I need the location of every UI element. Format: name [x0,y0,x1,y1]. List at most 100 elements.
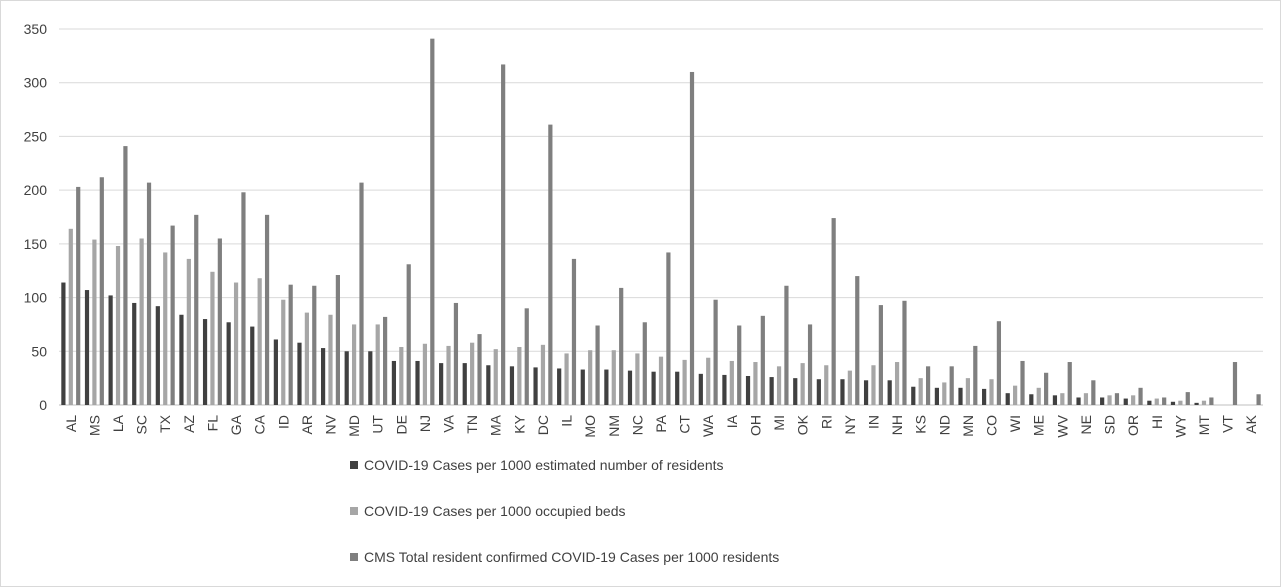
y-tick-label: 200 [24,182,48,198]
bar [807,324,813,405]
bar [840,379,845,405]
bar [383,316,388,405]
x-tick-label: MT [1196,415,1212,436]
bar [115,246,121,405]
bar [942,382,947,405]
bar [1232,362,1238,405]
bar [210,271,215,405]
x-tick-label: ID [275,415,291,429]
bar [1091,380,1096,405]
bar [1185,392,1190,405]
y-tick-label: 300 [24,75,48,91]
bar [304,312,309,405]
bar [92,239,97,405]
bar [1178,400,1183,405]
bar [273,339,278,405]
bar [163,252,168,405]
bar [1194,402,1199,405]
bar [847,370,852,405]
bar [493,349,498,405]
bar [666,252,671,405]
bar [989,379,994,405]
bar [1020,360,1025,405]
bar [871,365,876,405]
bar [257,278,262,405]
bar [918,378,923,405]
legend-label: COVID-19 Cases per 1000 estimated number… [364,457,724,473]
x-tick-label: AK [1243,414,1259,433]
bar [1138,387,1143,405]
x-tick-label: VA [441,414,457,432]
bar [486,365,491,405]
x-tick-label: MD [346,415,362,437]
x-tick-label: MA [488,414,504,436]
bar [619,287,624,405]
bar [453,302,459,405]
bar [1114,393,1120,405]
bar [1044,372,1049,405]
x-tick-label: KY [511,414,527,433]
bar [996,321,1002,405]
y-tick-label: 250 [24,128,48,144]
bar [831,218,836,405]
x-tick-label: WA [700,414,716,437]
x-tick-label: IN [865,415,881,429]
bar [68,228,73,405]
bar [855,276,860,405]
bar [548,124,553,406]
bar [194,214,199,405]
bar [949,366,954,405]
legend-swatch [350,553,358,561]
x-tick-label: OR [1125,415,1141,436]
bar [399,346,404,405]
bar [982,388,987,405]
bar [540,344,546,405]
x-tick-label: MN [960,415,976,437]
x-tick-label: NY [842,414,858,434]
bar [580,369,585,405]
bar [146,182,152,405]
x-tick-label: FL [204,415,220,432]
bar [894,362,900,405]
x-tick-label: OH [747,415,763,436]
bar [925,366,931,405]
bar [1107,395,1112,405]
legend-label: CMS Total resident confirmed COVID-19 Ca… [364,549,779,565]
bar [776,366,782,405]
x-tick-label: DE [393,415,409,434]
bar [170,225,175,405]
x-tick-label: OK [795,414,811,435]
x-tick-label: PA [653,414,669,432]
y-tick-label: 0 [39,397,47,413]
bar [1076,397,1081,405]
bar [604,369,609,405]
bar [217,238,222,405]
bar [344,351,349,405]
bar [722,374,727,405]
bar [368,351,373,405]
x-tick-label: UT [370,415,386,434]
bar [682,359,687,405]
bar [824,365,829,405]
x-tick-label: KS [913,415,929,434]
bar [1147,400,1152,405]
x-tick-label: SC [134,415,150,434]
x-tick-label: TX [157,414,173,433]
x-tick-label: CA [252,414,268,434]
bar [588,350,593,405]
x-tick-label: MO [582,415,598,438]
bar [689,71,695,405]
bar [737,325,742,405]
bar [635,353,640,405]
bar [816,379,821,405]
bar [729,360,734,405]
bar [760,315,765,405]
x-tick-label: MS [86,415,102,436]
y-tick-label: 100 [24,290,48,306]
bar [1100,397,1105,405]
x-tick-label: WI [1007,415,1023,432]
bar [430,38,435,405]
legend-label: COVID-19 Cases per 1000 occupied beds [364,503,625,519]
x-tick-label: IL [559,415,575,427]
bar [793,378,798,405]
